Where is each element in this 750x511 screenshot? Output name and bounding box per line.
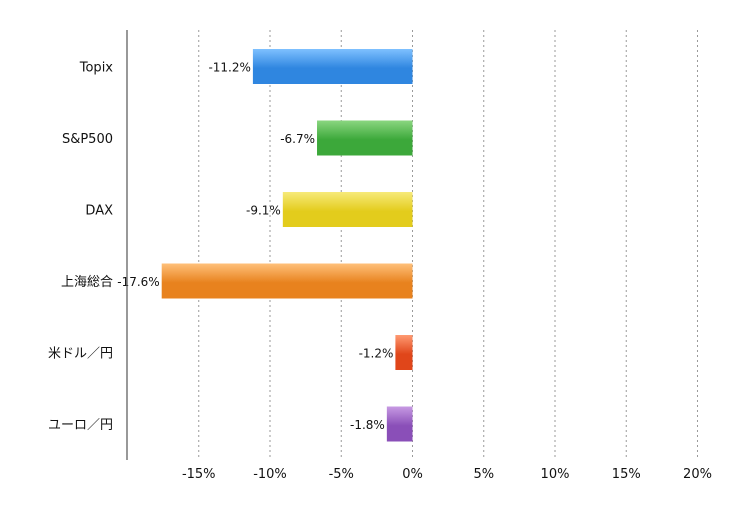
data-label: -9.1% xyxy=(246,204,281,218)
data-label: -11.2% xyxy=(208,61,250,75)
bar xyxy=(395,335,413,370)
bar xyxy=(161,263,413,299)
data-label: -6.7% xyxy=(280,132,315,146)
bars xyxy=(161,49,413,442)
category-label: 上海総合 xyxy=(61,275,113,290)
category-label: Topix xyxy=(79,61,114,76)
category-label: 米ドル／円 xyxy=(48,347,113,362)
category-label: S&P500 xyxy=(62,132,113,147)
x-tick-label: -15% xyxy=(182,467,216,482)
x-axis-ticks: -15% -10% -5% 0% 5% 10% 15% 20% xyxy=(182,467,712,482)
data-label: -1.2% xyxy=(359,347,394,361)
bar xyxy=(386,406,413,442)
x-tick-label: 10% xyxy=(541,467,570,482)
x-tick-label: 0% xyxy=(402,467,423,482)
gridlines xyxy=(198,30,698,460)
category-label: DAX xyxy=(85,204,113,219)
bar xyxy=(282,192,413,227)
x-tick-label: 5% xyxy=(473,467,494,482)
bar xyxy=(252,49,413,84)
category-label: ユーロ／円 xyxy=(48,418,113,433)
data-label: -17.6% xyxy=(117,275,159,289)
bar xyxy=(317,120,413,156)
x-tick-label: -5% xyxy=(329,467,354,482)
x-tick-label: 15% xyxy=(612,467,641,482)
data-label: -1.8% xyxy=(350,418,385,432)
x-tick-label: 20% xyxy=(683,467,712,482)
value-labels: -11.2% -6.7% -9.1% -17.6% -1.2% -1.8% xyxy=(117,61,393,433)
x-tick-label: -10% xyxy=(253,467,287,482)
